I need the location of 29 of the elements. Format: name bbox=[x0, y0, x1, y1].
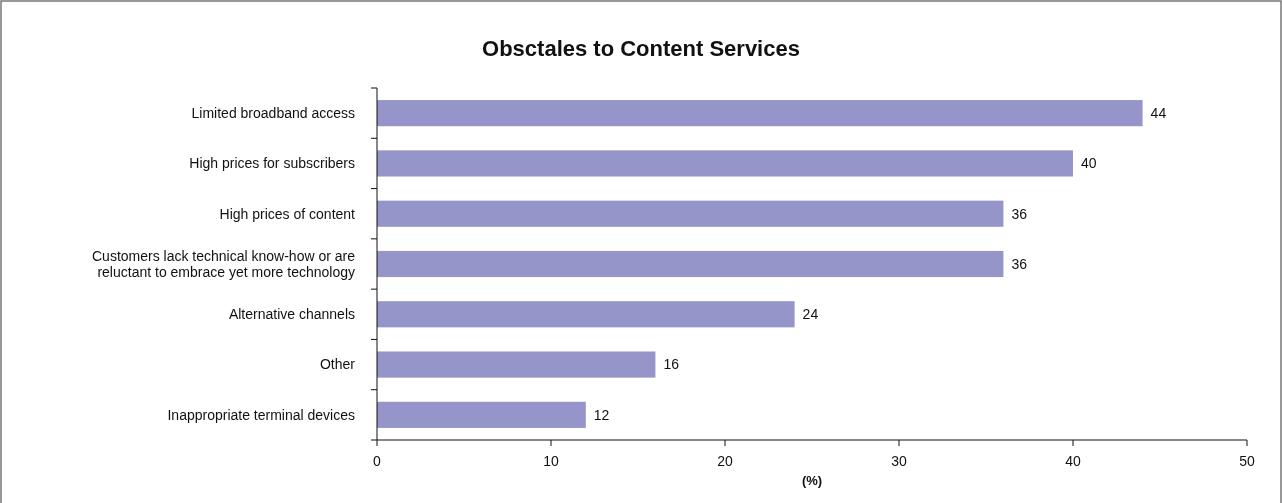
data-label: 36 bbox=[1011, 205, 1028, 222]
bar bbox=[377, 301, 795, 328]
y-tick-label: Alternative channels bbox=[228, 306, 355, 323]
y-tick-label: Limited broadband access bbox=[191, 105, 355, 122]
chart-title: Obsctales to Content Services bbox=[482, 35, 800, 61]
data-label: 16 bbox=[663, 356, 680, 373]
x-tick-label: 40 bbox=[1065, 453, 1081, 469]
x-tick-label: 10 bbox=[543, 453, 559, 469]
x-tick-label: 50 bbox=[1239, 453, 1255, 469]
y-tick-label: High prices for subscribers bbox=[189, 155, 355, 172]
bar bbox=[377, 200, 1004, 227]
data-label: 12 bbox=[593, 406, 610, 423]
y-tick-label: High prices of content bbox=[219, 205, 356, 222]
bar bbox=[377, 250, 1004, 278]
x-tick-label: 20 bbox=[717, 453, 733, 469]
y-tick-label: Customers lack technical know-how or are reluctant to embrace yet more technology bbox=[92, 248, 356, 280]
bar bbox=[377, 401, 586, 428]
x-tick-label: 0 bbox=[373, 453, 382, 469]
x-axis-title: (%) bbox=[801, 473, 823, 488]
x-tick-label: 30 bbox=[891, 453, 907, 469]
bar bbox=[377, 150, 1073, 177]
data-label: 40 bbox=[1081, 155, 1097, 172]
data-label: 44 bbox=[1150, 105, 1167, 122]
y-tick-label: Inappropriate terminal devices bbox=[167, 406, 355, 423]
bar bbox=[377, 351, 656, 378]
y-tick-label: Other bbox=[319, 356, 356, 373]
bar bbox=[377, 100, 1143, 127]
data-label: 24 bbox=[802, 306, 819, 323]
data-label: 36 bbox=[1011, 255, 1028, 272]
